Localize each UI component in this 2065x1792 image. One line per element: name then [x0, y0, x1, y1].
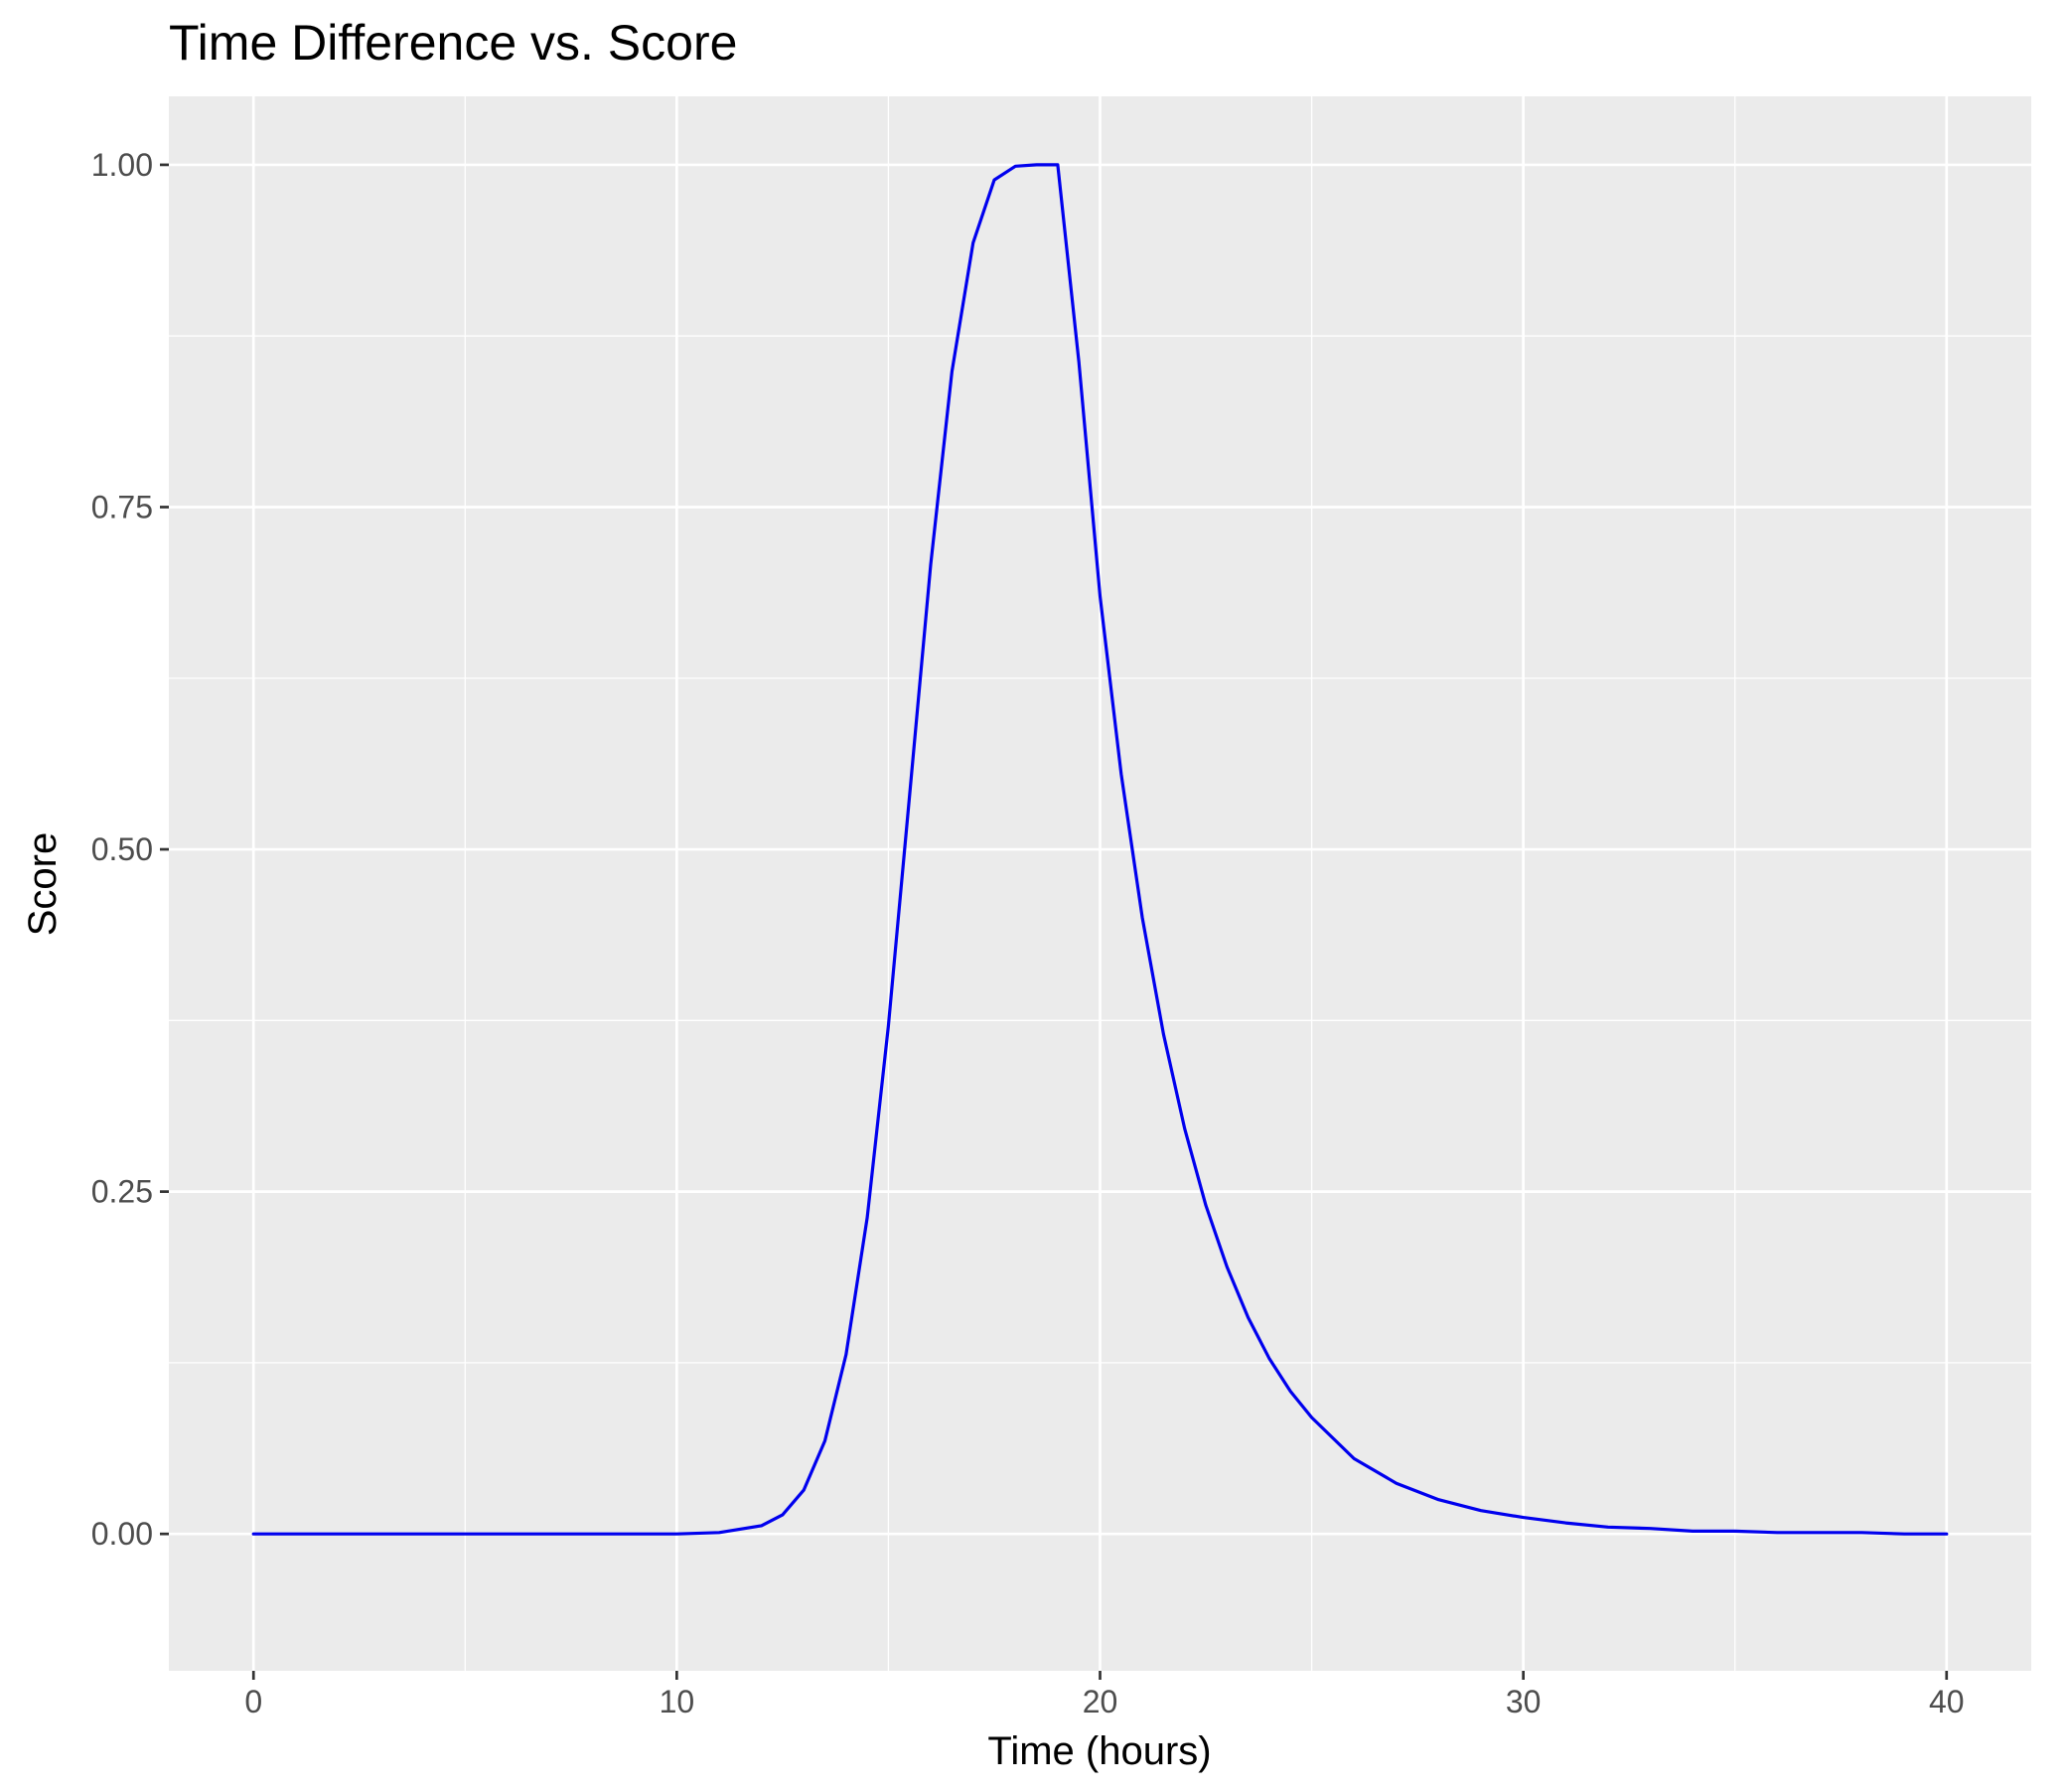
- y-tick-label: 1.00: [91, 147, 153, 183]
- major-gridlines: [169, 96, 2031, 1671]
- y-tick-label: 0.75: [91, 489, 153, 524]
- series-line: [251, 163, 1949, 1536]
- y-axis-title: Score: [21, 832, 65, 937]
- y-tick-label: 0.00: [91, 1516, 153, 1552]
- x-tick-label: 0: [244, 1684, 262, 1719]
- x-tick-label: 20: [1083, 1684, 1118, 1719]
- x-tick-label: 10: [660, 1684, 695, 1719]
- x-tick-label: 40: [1929, 1684, 1965, 1719]
- x-axis-title: Time (hours): [987, 1729, 1211, 1773]
- series-layer: [251, 163, 1949, 1536]
- x-axis: 0 10 20 30 40: [244, 1671, 1965, 1719]
- y-tick-label: 0.50: [91, 831, 153, 867]
- x-tick-label: 30: [1506, 1684, 1542, 1719]
- chart-title: Time Difference vs. Score: [169, 15, 737, 71]
- y-axis: 0.00 0.25 0.50 0.75 1.00: [91, 147, 169, 1552]
- y-tick-label: 0.25: [91, 1174, 153, 1210]
